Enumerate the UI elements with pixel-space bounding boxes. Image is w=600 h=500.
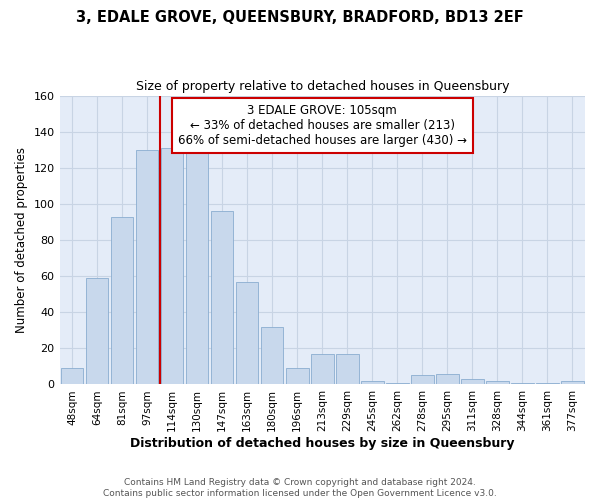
Bar bbox=[286, 368, 308, 384]
Bar bbox=[136, 150, 158, 384]
Y-axis label: Number of detached properties: Number of detached properties bbox=[15, 147, 28, 333]
Bar bbox=[261, 326, 283, 384]
Bar bbox=[311, 354, 334, 384]
Bar bbox=[161, 148, 184, 384]
Bar bbox=[561, 381, 584, 384]
Bar bbox=[186, 146, 208, 384]
Bar bbox=[386, 382, 409, 384]
Bar bbox=[361, 381, 383, 384]
Bar bbox=[411, 376, 434, 384]
Text: Contains HM Land Registry data © Crown copyright and database right 2024.
Contai: Contains HM Land Registry data © Crown c… bbox=[103, 478, 497, 498]
X-axis label: Distribution of detached houses by size in Queensbury: Distribution of detached houses by size … bbox=[130, 437, 515, 450]
Bar bbox=[211, 211, 233, 384]
Bar bbox=[511, 382, 534, 384]
Text: 3 EDALE GROVE: 105sqm
← 33% of detached houses are smaller (213)
66% of semi-det: 3 EDALE GROVE: 105sqm ← 33% of detached … bbox=[178, 104, 467, 147]
Bar bbox=[236, 282, 259, 385]
Title: Size of property relative to detached houses in Queensbury: Size of property relative to detached ho… bbox=[136, 80, 509, 93]
Text: 3, EDALE GROVE, QUEENSBURY, BRADFORD, BD13 2EF: 3, EDALE GROVE, QUEENSBURY, BRADFORD, BD… bbox=[76, 10, 524, 25]
Bar bbox=[436, 374, 458, 384]
Bar bbox=[461, 379, 484, 384]
Bar bbox=[336, 354, 359, 384]
Bar bbox=[61, 368, 83, 384]
Bar bbox=[111, 216, 133, 384]
Bar bbox=[486, 381, 509, 384]
Bar bbox=[536, 382, 559, 384]
Bar bbox=[86, 278, 109, 384]
